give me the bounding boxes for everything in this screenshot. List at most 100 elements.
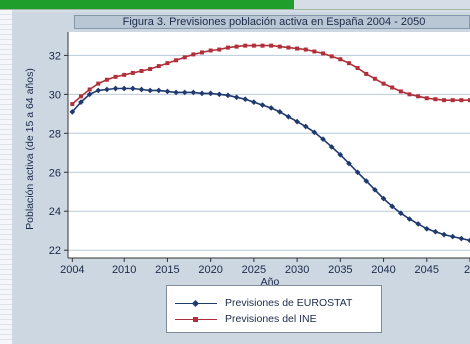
data-point-ine <box>251 43 256 48</box>
data-point-ine <box>277 44 282 49</box>
data-point-eurostat <box>251 99 257 105</box>
data-point-ine <box>442 98 447 103</box>
data-point-eurostat <box>423 225 430 232</box>
y-tick-label: 32 <box>49 50 61 62</box>
chart-legend: Previsiones de EUROSTAT Previsiones del … <box>166 285 382 333</box>
data-point-eurostat <box>432 228 439 235</box>
data-point-ine <box>398 89 403 94</box>
data-point-ine <box>174 58 179 63</box>
data-point-ine <box>104 77 109 82</box>
data-point-eurostat <box>320 136 326 142</box>
x-tick-label: 2025 <box>242 264 266 276</box>
y-axis-title: Población activa (de 15 a 64 años) <box>24 68 36 230</box>
data-point-ine <box>312 49 317 54</box>
legend-item-ine: Previsiones del INE <box>167 312 381 326</box>
data-point-ine <box>450 98 455 103</box>
x-tick-label: 2030 <box>285 264 309 276</box>
data-point-ine <box>416 94 421 99</box>
data-point-eurostat <box>441 231 447 238</box>
data-point-ine <box>243 43 248 48</box>
accent-bar <box>0 0 294 9</box>
data-point-eurostat <box>285 113 292 120</box>
data-point-eurostat <box>259 102 266 108</box>
data-point-ine <box>165 61 170 66</box>
data-point-ine <box>364 71 369 76</box>
data-point-ine <box>200 50 204 55</box>
data-point-eurostat <box>406 216 413 222</box>
data-point-ine <box>87 87 92 92</box>
data-point-eurostat <box>346 160 352 167</box>
left-lined-margin <box>0 10 12 344</box>
data-point-eurostat <box>328 144 335 150</box>
data-point-ine <box>217 47 222 52</box>
data-point-eurostat <box>389 203 396 210</box>
x-tick-label: 2004 <box>60 264 84 276</box>
data-point-ine <box>78 94 83 99</box>
legend-marker-ine <box>193 317 198 322</box>
data-point-ine <box>182 55 187 60</box>
data-point-ine <box>70 102 75 107</box>
data-point-eurostat <box>95 87 102 94</box>
x-tick-label: 2035 <box>328 264 352 276</box>
legend-item-eurostat: Previsiones de EUROSTAT <box>167 296 381 310</box>
data-point-ine <box>96 81 101 86</box>
data-point-eurostat <box>199 90 205 97</box>
data-point-eurostat <box>354 169 361 176</box>
data-point-eurostat <box>311 129 318 136</box>
data-point-ine <box>260 43 265 48</box>
data-point-ine <box>295 46 300 51</box>
data-point-eurostat <box>155 87 162 94</box>
data-point-ine <box>321 51 326 56</box>
y-tick-label: 30 <box>49 89 61 101</box>
data-point-ine <box>148 67 153 72</box>
data-point-eurostat <box>380 195 387 202</box>
chart-title: Figura 3. Previsiones población activa e… <box>122 16 426 28</box>
data-point-eurostat <box>337 151 344 158</box>
data-point-eurostat <box>372 186 378 193</box>
data-point-eurostat <box>449 233 456 240</box>
data-point-ine <box>329 54 334 59</box>
data-point-eurostat <box>467 237 470 244</box>
data-point-eurostat <box>121 85 128 92</box>
x-tick-label: 2015 <box>155 264 179 276</box>
data-point-ine <box>269 43 274 48</box>
legend-label-eurostat: Previsiones de EUROSTAT <box>225 297 353 309</box>
data-point-eurostat <box>190 89 197 96</box>
y-tick-label: 26 <box>49 167 61 179</box>
plot-area <box>68 32 470 258</box>
data-point-ine <box>407 92 412 97</box>
data-point-ine <box>468 98 470 103</box>
accent-divider <box>0 9 470 10</box>
x-tick-label: 2010 <box>112 264 136 276</box>
data-point-eurostat <box>415 221 421 227</box>
y-tick-label: 28 <box>49 128 61 140</box>
data-point-eurostat <box>130 85 136 92</box>
data-point-ine <box>303 47 308 52</box>
data-point-eurostat <box>302 123 309 130</box>
data-point-eurostat <box>242 96 249 103</box>
data-point-eurostat <box>207 90 214 97</box>
y-tick-label: 24 <box>49 206 61 218</box>
data-point-ine <box>381 81 386 86</box>
data-point-ine <box>139 68 144 73</box>
data-point-ine <box>338 57 343 62</box>
legend-marker-eurostat <box>191 299 200 308</box>
x-tick-label: 2040 <box>371 264 395 276</box>
data-point-ine <box>424 96 429 101</box>
legend-label-ine: Previsiones del INE <box>225 313 317 325</box>
data-point-ine <box>346 61 351 66</box>
data-point-eurostat <box>86 91 93 98</box>
data-point-eurostat <box>225 92 231 99</box>
data-point-eurostat <box>458 235 465 242</box>
data-point-ine <box>390 85 395 90</box>
data-point-ine <box>208 48 213 53</box>
data-point-eurostat <box>398 210 404 217</box>
data-point-ine <box>355 66 360 71</box>
x-tick-label: 2020 <box>198 264 222 276</box>
data-point-eurostat <box>216 91 223 98</box>
x-tick-label: 2045 <box>415 264 439 276</box>
y-tick-label: 22 <box>49 245 61 257</box>
data-point-ine <box>191 52 196 57</box>
data-point-ine <box>156 64 161 69</box>
